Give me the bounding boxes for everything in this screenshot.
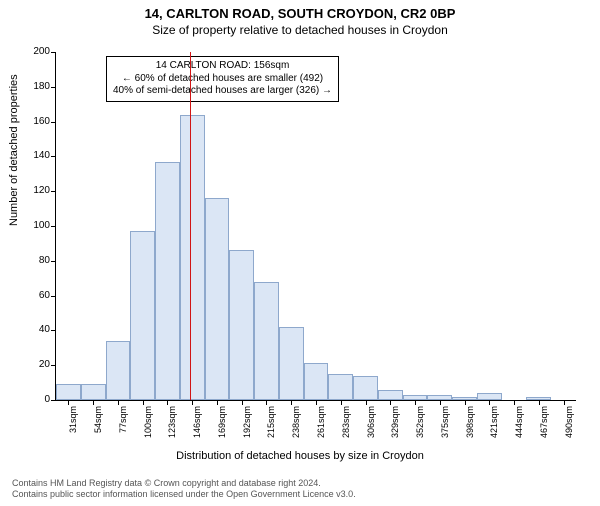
x-tick-label: 329sqm [390, 406, 400, 438]
x-tick-mark [440, 400, 441, 405]
chart-subtitle: Size of property relative to detached ho… [0, 23, 600, 37]
histogram-bar [180, 115, 205, 400]
y-tick-mark [51, 122, 56, 123]
x-tick-mark [514, 400, 515, 405]
histogram-bar [130, 231, 155, 400]
x-tick-mark [143, 400, 144, 405]
x-tick-mark [341, 400, 342, 405]
x-tick-mark [93, 400, 94, 405]
y-axis-label: Number of detached properties [8, 74, 20, 226]
histogram-bar [81, 384, 106, 400]
x-tick-label: 215sqm [266, 406, 276, 438]
x-tick-mark [242, 400, 243, 405]
footer-line-2: Contains public sector information licen… [12, 489, 356, 500]
y-tick-label: 160 [20, 117, 50, 127]
footer-line-1: Contains HM Land Registry data © Crown c… [12, 478, 356, 489]
callout-line-1: 14 CARLTON ROAD: 156sqm [113, 60, 332, 73]
histogram-bar [254, 282, 279, 400]
x-tick-mark [266, 400, 267, 405]
x-tick-label: 31sqm [68, 406, 78, 433]
y-tick-mark [51, 365, 56, 366]
x-tick-mark [217, 400, 218, 405]
y-tick-label: 20 [20, 360, 50, 370]
histogram-bar [328, 374, 353, 400]
x-tick-label: 100sqm [143, 406, 153, 438]
y-tick-mark [51, 87, 56, 88]
x-tick-mark [192, 400, 193, 405]
x-tick-label: 375sqm [440, 406, 450, 438]
histogram-bar [477, 393, 502, 400]
x-tick-mark [564, 400, 565, 405]
x-tick-label: 54sqm [93, 406, 103, 433]
x-axis-label: Distribution of detached houses by size … [0, 450, 600, 462]
x-tick-label: 123sqm [167, 406, 177, 438]
histogram-bar [155, 162, 180, 400]
histogram-bar [304, 363, 329, 400]
x-tick-mark [390, 400, 391, 405]
y-tick-label: 120 [20, 186, 50, 196]
y-tick-label: 200 [20, 47, 50, 57]
y-tick-mark [51, 52, 56, 53]
callout-line-2: ← 60% of detached houses are smaller (49… [113, 73, 332, 86]
histogram-bar [279, 327, 304, 400]
x-tick-label: 352sqm [415, 406, 425, 438]
x-tick-mark [316, 400, 317, 405]
callout-line-3: 40% of semi-detached houses are larger (… [113, 85, 332, 98]
histogram-bar [229, 250, 254, 400]
histogram-bar [56, 384, 81, 400]
chart-title: 14, CARLTON ROAD, SOUTH CROYDON, CR2 0BP [0, 6, 600, 21]
y-tick-mark [51, 261, 56, 262]
x-tick-label: 146sqm [192, 406, 202, 438]
callout-box: 14 CARLTON ROAD: 156sqm ← 60% of detache… [106, 56, 339, 102]
x-tick-mark [465, 400, 466, 405]
y-tick-mark [51, 156, 56, 157]
y-tick-label: 40 [20, 325, 50, 335]
x-tick-label: 283sqm [341, 406, 351, 438]
chart-container: 14, CARLTON ROAD, SOUTH CROYDON, CR2 0BP… [0, 6, 600, 506]
x-tick-mark [489, 400, 490, 405]
x-tick-label: 490sqm [564, 406, 574, 438]
x-tick-label: 192sqm [242, 406, 252, 438]
y-tick-mark [51, 400, 56, 401]
y-tick-label: 140 [20, 151, 50, 161]
x-tick-mark [68, 400, 69, 405]
x-tick-label: 169sqm [217, 406, 227, 438]
y-tick-label: 80 [20, 256, 50, 266]
x-tick-label: 467sqm [539, 406, 549, 438]
plot-area: 14 CARLTON ROAD: 156sqm ← 60% of detache… [55, 52, 576, 401]
y-tick-label: 60 [20, 291, 50, 301]
x-tick-label: 444sqm [514, 406, 524, 438]
x-tick-label: 238sqm [291, 406, 301, 438]
x-tick-label: 421sqm [489, 406, 499, 438]
x-tick-label: 398sqm [465, 406, 475, 438]
x-tick-mark [167, 400, 168, 405]
histogram-bar [106, 341, 131, 400]
x-tick-label: 306sqm [366, 406, 376, 438]
x-tick-mark [415, 400, 416, 405]
histogram-bar [353, 376, 378, 400]
x-tick-mark [291, 400, 292, 405]
histogram-bar [205, 198, 230, 400]
y-tick-mark [51, 226, 56, 227]
x-tick-label: 77sqm [118, 406, 128, 433]
attribution-footer: Contains HM Land Registry data © Crown c… [12, 478, 356, 501]
y-tick-mark [51, 330, 56, 331]
histogram-bar [378, 390, 403, 400]
y-tick-mark [51, 191, 56, 192]
x-tick-mark [118, 400, 119, 405]
y-tick-label: 180 [20, 82, 50, 92]
y-tick-label: 100 [20, 221, 50, 231]
reference-line [190, 52, 191, 400]
x-tick-mark [539, 400, 540, 405]
y-tick-label: 0 [20, 395, 50, 405]
x-tick-label: 261sqm [316, 406, 326, 438]
y-tick-mark [51, 296, 56, 297]
x-tick-mark [366, 400, 367, 405]
